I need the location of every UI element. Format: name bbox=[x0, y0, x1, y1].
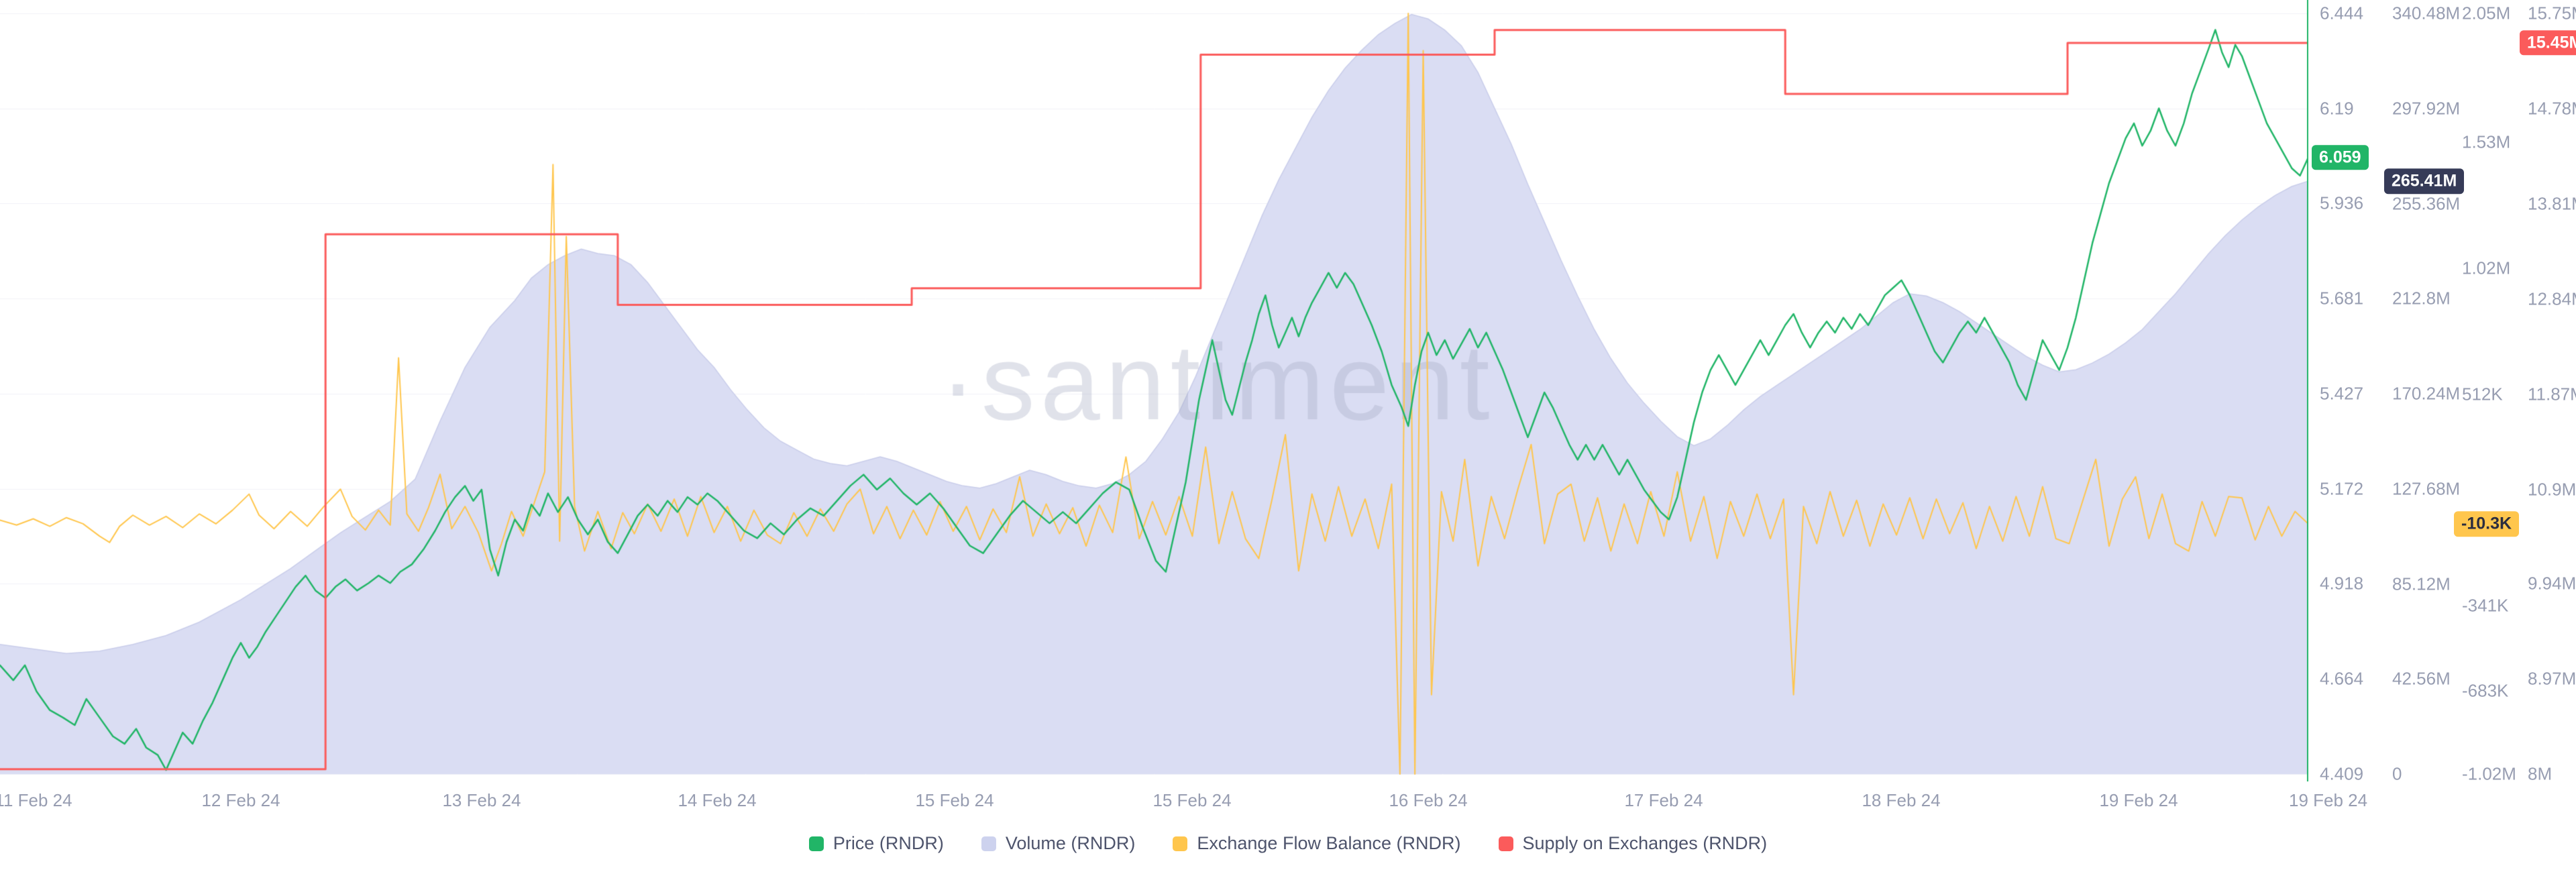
x-tick-label: 13 Feb 24 bbox=[442, 790, 521, 810]
y-tick-supply: 9.94M bbox=[2528, 573, 2576, 594]
y-tick-volume: 255.36M bbox=[2392, 193, 2461, 213]
axis-value-badge-supply: 15.45M bbox=[2520, 30, 2576, 56]
x-tick-label-right: 19 Feb 24 bbox=[2289, 790, 2368, 810]
y-tick-flow: -341K bbox=[2462, 595, 2509, 616]
y-tick-price: 4.409 bbox=[2320, 763, 2364, 784]
y-tick-price: 5.681 bbox=[2320, 288, 2364, 309]
axis-value-badge-price: 6.059 bbox=[2312, 144, 2369, 170]
x-tick-label: 11 Feb 24 bbox=[0, 790, 72, 810]
legend-label: Price (RNDR) bbox=[833, 833, 944, 853]
y-tick-price: 5.427 bbox=[2320, 383, 2364, 404]
y-tick-price: 4.918 bbox=[2320, 573, 2364, 594]
y-tick-supply: 14.78M bbox=[2528, 98, 2576, 119]
x-tick-label: 12 Feb 24 bbox=[201, 790, 280, 810]
y-tick-volume: 170.24M bbox=[2392, 383, 2461, 404]
legend-item-volume[interactable]: Volume (RNDR) bbox=[981, 833, 1136, 854]
legend-item-supply[interactable]: Supply on Exchanges (RNDR) bbox=[1498, 833, 1768, 854]
axis-value-badge-flow: -10.3K bbox=[2454, 511, 2520, 537]
legend-swatch-supply bbox=[1498, 836, 1513, 851]
y-tick-supply: 13.81M bbox=[2528, 193, 2576, 214]
y-tick-flow: 2.05M bbox=[2462, 3, 2511, 23]
y-tick-price: 4.664 bbox=[2320, 668, 2364, 689]
y-tick-supply: 10.9M bbox=[2528, 479, 2576, 500]
y-tick-flow: 1.53M bbox=[2462, 131, 2511, 152]
y-tick-volume: 340.48M bbox=[2392, 3, 2461, 23]
legend: Price (RNDR) Volume (RNDR) Exchange Flow B… bbox=[0, 833, 2576, 854]
y-tick-volume: 127.68M bbox=[2392, 478, 2461, 499]
x-tick-label: 18 Feb 24 bbox=[1862, 790, 1941, 810]
chart-canvas[interactable] bbox=[0, 0, 2308, 781]
y-tick-supply: 11.87M bbox=[2528, 384, 2576, 404]
axis-value-badge-volume: 265.41M bbox=[2384, 168, 2465, 194]
y-tick-supply: 8.97M bbox=[2528, 668, 2576, 689]
y-tick-price: 6.19 bbox=[2320, 98, 2354, 119]
legend-item-flow[interactable]: Exchange Flow Balance (RNDR) bbox=[1173, 833, 1461, 854]
y-tick-volume: 0 bbox=[2392, 763, 2402, 784]
y-tick-supply: 15.75M bbox=[2528, 3, 2576, 23]
y-tick-flow: 1.02M bbox=[2462, 258, 2511, 278]
legend-label: Supply on Exchanges (RNDR) bbox=[1522, 833, 1768, 853]
y-tick-flow: -1.02M bbox=[2462, 763, 2516, 784]
legend-swatch-price bbox=[808, 836, 824, 851]
y-tick-flow: 512K bbox=[2462, 384, 2503, 404]
legend-item-price[interactable]: Price (RNDR) bbox=[808, 833, 944, 854]
y-tick-volume: 297.92M bbox=[2392, 98, 2461, 119]
legend-swatch-volume bbox=[981, 836, 996, 851]
y-tick-flow: -683K bbox=[2462, 680, 2509, 701]
x-tick-label: 15 Feb 24 bbox=[915, 790, 994, 810]
y-tick-volume: 85.12M bbox=[2392, 574, 2451, 594]
y-tick-price: 5.172 bbox=[2320, 478, 2364, 499]
legend-label: Volume (RNDR) bbox=[1005, 833, 1136, 853]
y-tick-supply: 8M bbox=[2528, 763, 2553, 784]
y-tick-supply: 12.84M bbox=[2528, 288, 2576, 309]
x-tick-label: 15 Feb 24 bbox=[1152, 790, 1232, 810]
y-tick-price: 5.936 bbox=[2320, 193, 2364, 213]
y-tick-price: 6.444 bbox=[2320, 3, 2364, 23]
legend-label: Exchange Flow Balance (RNDR) bbox=[1197, 833, 1461, 853]
x-tick-label: 17 Feb 24 bbox=[1624, 790, 1703, 810]
legend-swatch-flow bbox=[1173, 836, 1188, 851]
x-tick-label: 19 Feb 24 bbox=[2099, 790, 2178, 810]
x-tick-label: 16 Feb 24 bbox=[1389, 790, 1468, 810]
y-tick-volume: 212.8M bbox=[2392, 288, 2451, 309]
y-tick-volume: 42.56M bbox=[2392, 668, 2451, 689]
x-tick-label: 14 Feb 24 bbox=[678, 790, 757, 810]
